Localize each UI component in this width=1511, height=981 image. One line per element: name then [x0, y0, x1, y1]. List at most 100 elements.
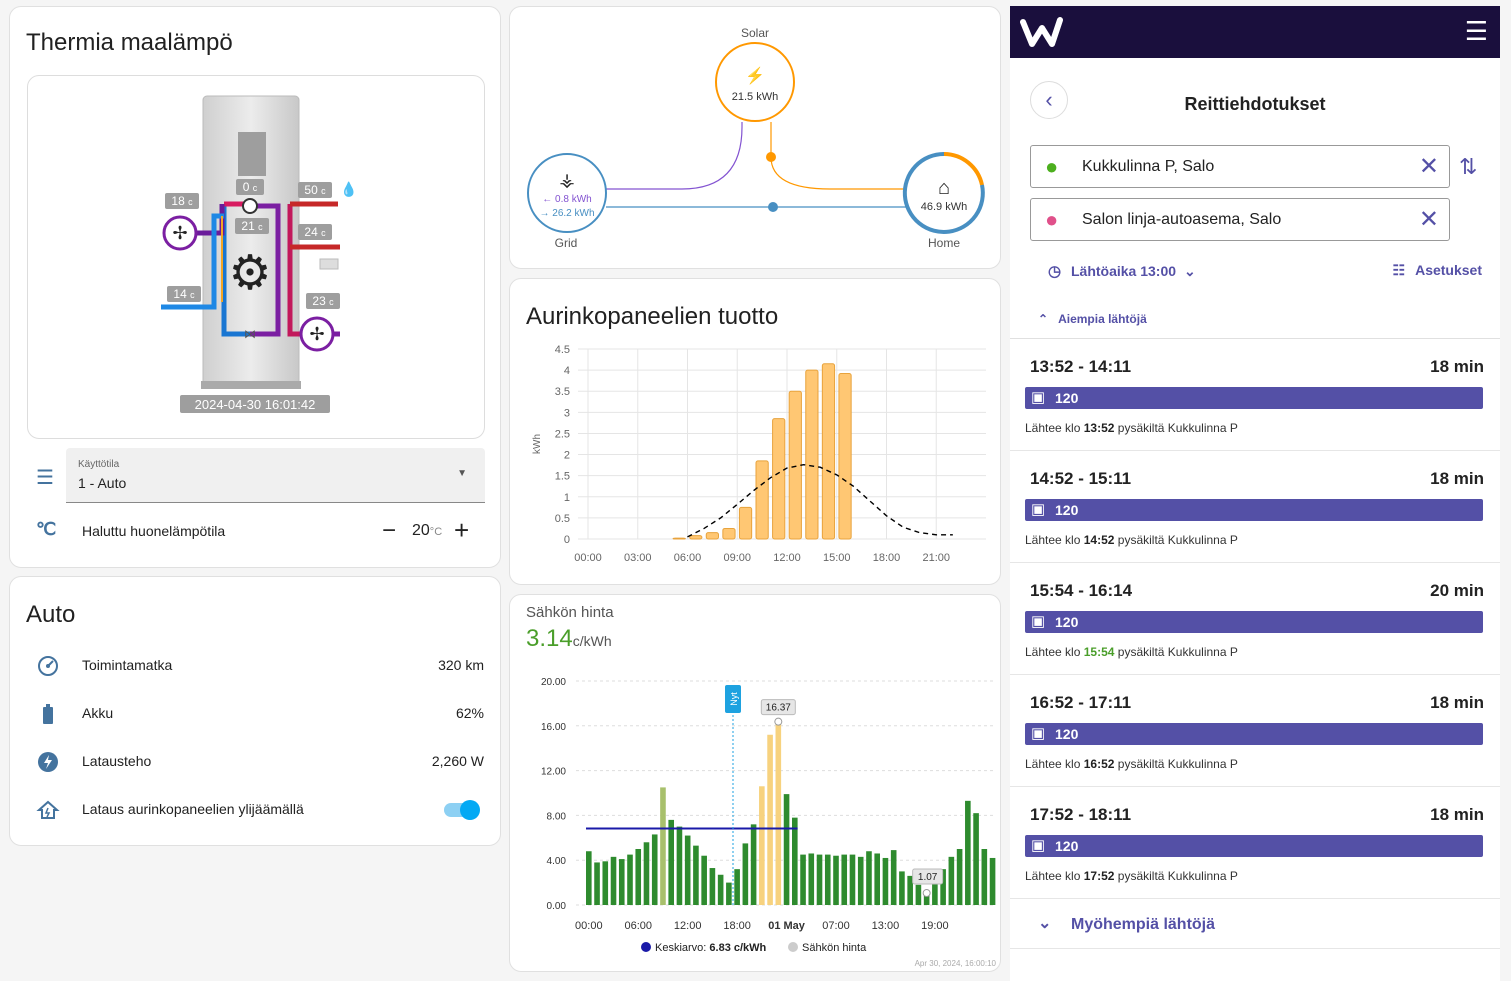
green-pin-icon: ● — [1045, 154, 1059, 179]
solar-charge-toggle[interactable] — [444, 800, 480, 820]
battery-icon — [36, 702, 60, 726]
charge-power-value: 2,260 W — [431, 753, 484, 769]
toggle-knob — [460, 800, 480, 820]
route-bar: ▣ 120 — [1025, 723, 1483, 745]
route-number: 120 — [1055, 838, 1079, 854]
gauge-icon — [36, 654, 60, 678]
trip-item[interactable]: 15:54 - 16:14 20 min ▣ 120 Lähtee klo 15:54 … — [1010, 563, 1500, 675]
svg-text:18 c: 18 c — [171, 194, 193, 208]
trip-item[interactable]: 17:52 - 18:11 18 min ▣ 120 Lähtee klo 17:52 … — [1010, 787, 1500, 899]
price-chart-card: Sähkön hinta 3.14c/kWh 0.00 4.00 8.00 12.00… — [509, 594, 1001, 972]
trip-item[interactable]: 13:52 - 14:11 18 min ▣ 120 Lähtee klo 13:52 … — [1010, 339, 1500, 451]
bus-icon: ▣ — [1031, 389, 1046, 406]
solar-bar — [722, 527, 736, 540]
route-bar: ▣ 120 — [1025, 387, 1483, 409]
temp-18: 18 — [171, 194, 185, 208]
chevron-down-icon: ⌄ — [1038, 915, 1052, 932]
solar-bar — [788, 390, 802, 540]
route-bar: ▣ 120 — [1025, 611, 1483, 633]
price-bar — [775, 721, 782, 905]
from-field[interactable]: ● Kukkulinna P, Salo ✕ — [1030, 145, 1450, 188]
price-bar — [866, 851, 872, 905]
price-bar — [792, 817, 798, 905]
y-tick-label: 4.00 — [547, 856, 567, 867]
y-tick-label: 3.5 — [555, 386, 570, 398]
mode-select-value: 1 - Auto — [78, 475, 127, 491]
departure-time-selector[interactable]: ◷ Lähtöaika 13:00 ⌄ — [1048, 263, 1196, 280]
svg-text:24 c: 24 c — [304, 225, 326, 239]
route-number: 120 — [1055, 614, 1079, 630]
energy-flow-svg: Solar ⚡ 21.5 kWh ⚶ ← 0.8 kWh → 26.2 kWh … — [527, 26, 985, 250]
departure-time: 13:52 — [1083, 421, 1115, 435]
clear-from-icon[interactable]: ✕ — [1418, 153, 1439, 180]
svg-text:14 c: 14 c — [173, 287, 195, 301]
price-bar — [932, 871, 938, 905]
max-badge — [760, 699, 796, 716]
price-chart: 0.00 4.00 8.00 12.00 16.00 20.00 00:00 06:00 12:… — [541, 677, 997, 968]
transit-title: Reittiehdotukset — [1184, 94, 1326, 114]
chevron-down-icon: ▼ — [457, 468, 467, 479]
swap-icon[interactable]: ⇅ — [1459, 154, 1478, 179]
solar-bar — [738, 506, 753, 540]
lightning-icon — [36, 750, 60, 774]
thermometer-icon: ℃ — [36, 519, 57, 539]
plus-button[interactable]: + — [454, 515, 470, 545]
y-tick-label: 4.5 — [555, 344, 570, 356]
mode-select[interactable]: Käyttötila 1 - Auto ▼ — [66, 448, 485, 503]
solar-chart: 0 0.5 1 1.5 2 2.5 3 3.5 4 4.5 00:00 03:00 06:00 09:00… — [532, 344, 986, 564]
y-tick-label: 8.00 — [547, 811, 567, 822]
route-bar: ▣ 120 — [1025, 835, 1483, 857]
svg-text:⚙: ⚙ — [228, 247, 271, 300]
min-label: 1.07 — [918, 872, 938, 883]
price-bar — [651, 834, 658, 905]
solar-node[interactable] — [715, 42, 795, 122]
pink-pin-icon: ● — [1045, 207, 1059, 232]
trip-item[interactable]: 14:52 - 15:11 18 min ▣ 120 Lähtee klo 14:52 … — [1010, 451, 1500, 563]
svg-text:0 c: 0 c — [243, 180, 258, 194]
price-bar — [882, 857, 889, 905]
chevron-down-icon: ⌄ — [1183, 263, 1196, 279]
temp-50: 50 — [304, 183, 318, 197]
mode-select-label: Käyttötila — [78, 459, 120, 470]
grid-node[interactable] — [527, 153, 607, 233]
temp-23: 23 — [312, 294, 326, 308]
price-bar — [849, 854, 856, 905]
home-icon: ⌂ — [938, 177, 950, 199]
price-bar — [824, 854, 831, 905]
legend-price-dot — [788, 942, 798, 952]
settings-button[interactable]: ☷ Asetukset — [1392, 262, 1482, 278]
bus-icon: ▣ — [1031, 837, 1046, 854]
departure-info: Lähtee klo 16:52 pysäkiltä Kukkulinna P — [1025, 757, 1238, 771]
price-bar — [899, 871, 905, 905]
price-bar — [833, 855, 839, 905]
home-label: Home — [928, 236, 960, 250]
thermia-title: Thermia maalämpö — [26, 29, 233, 56]
route-bar: ▣ 120 — [1025, 499, 1483, 521]
hamburger-menu-icon[interactable]: ☰ — [1464, 16, 1488, 46]
later-departures-button[interactable]: ⌄ Myöhempiä lähtöjä — [1010, 900, 1500, 949]
max-label: 16.37 — [766, 703, 791, 714]
price-bar — [693, 845, 699, 905]
price-bar — [989, 857, 996, 905]
minus-button[interactable]: − — [382, 517, 397, 544]
home-lightning-icon — [36, 798, 60, 822]
price-bar — [857, 856, 864, 905]
price-bar — [676, 826, 683, 905]
back-button[interactable]: ‹ — [1030, 81, 1068, 119]
route-number: 120 — [1055, 502, 1079, 518]
trip-item[interactable]: 16:52 - 17:11 18 min ▣ 120 Lähtee klo 16:52 … — [1010, 675, 1500, 787]
solar-bar — [821, 363, 836, 540]
price-bar — [956, 849, 963, 905]
price-bar — [907, 875, 913, 905]
list-icon: ☰ — [36, 467, 54, 489]
to-field[interactable]: ● Salon linja-autoasema, Salo ✕ — [1030, 198, 1450, 241]
price-bar — [643, 842, 650, 905]
earlier-departures-button[interactable]: ⌃ Aiempia lähtöjä — [1038, 312, 1147, 326]
temp-0: 0 — [243, 180, 250, 194]
sliders-icon: ☷ — [1392, 262, 1406, 278]
legend-average-text: Keskiarvo: 6.83 c/kWh — [655, 942, 767, 954]
trip-duration: 18 min — [1430, 357, 1484, 376]
heatpump-svg: ✢ ✢ ⚙ ⋈ 💧 18 c 0 c 50 c 21 c 24 c — [161, 95, 357, 413]
price-bar — [923, 893, 930, 905]
clear-to-icon[interactable]: ✕ — [1418, 206, 1439, 233]
